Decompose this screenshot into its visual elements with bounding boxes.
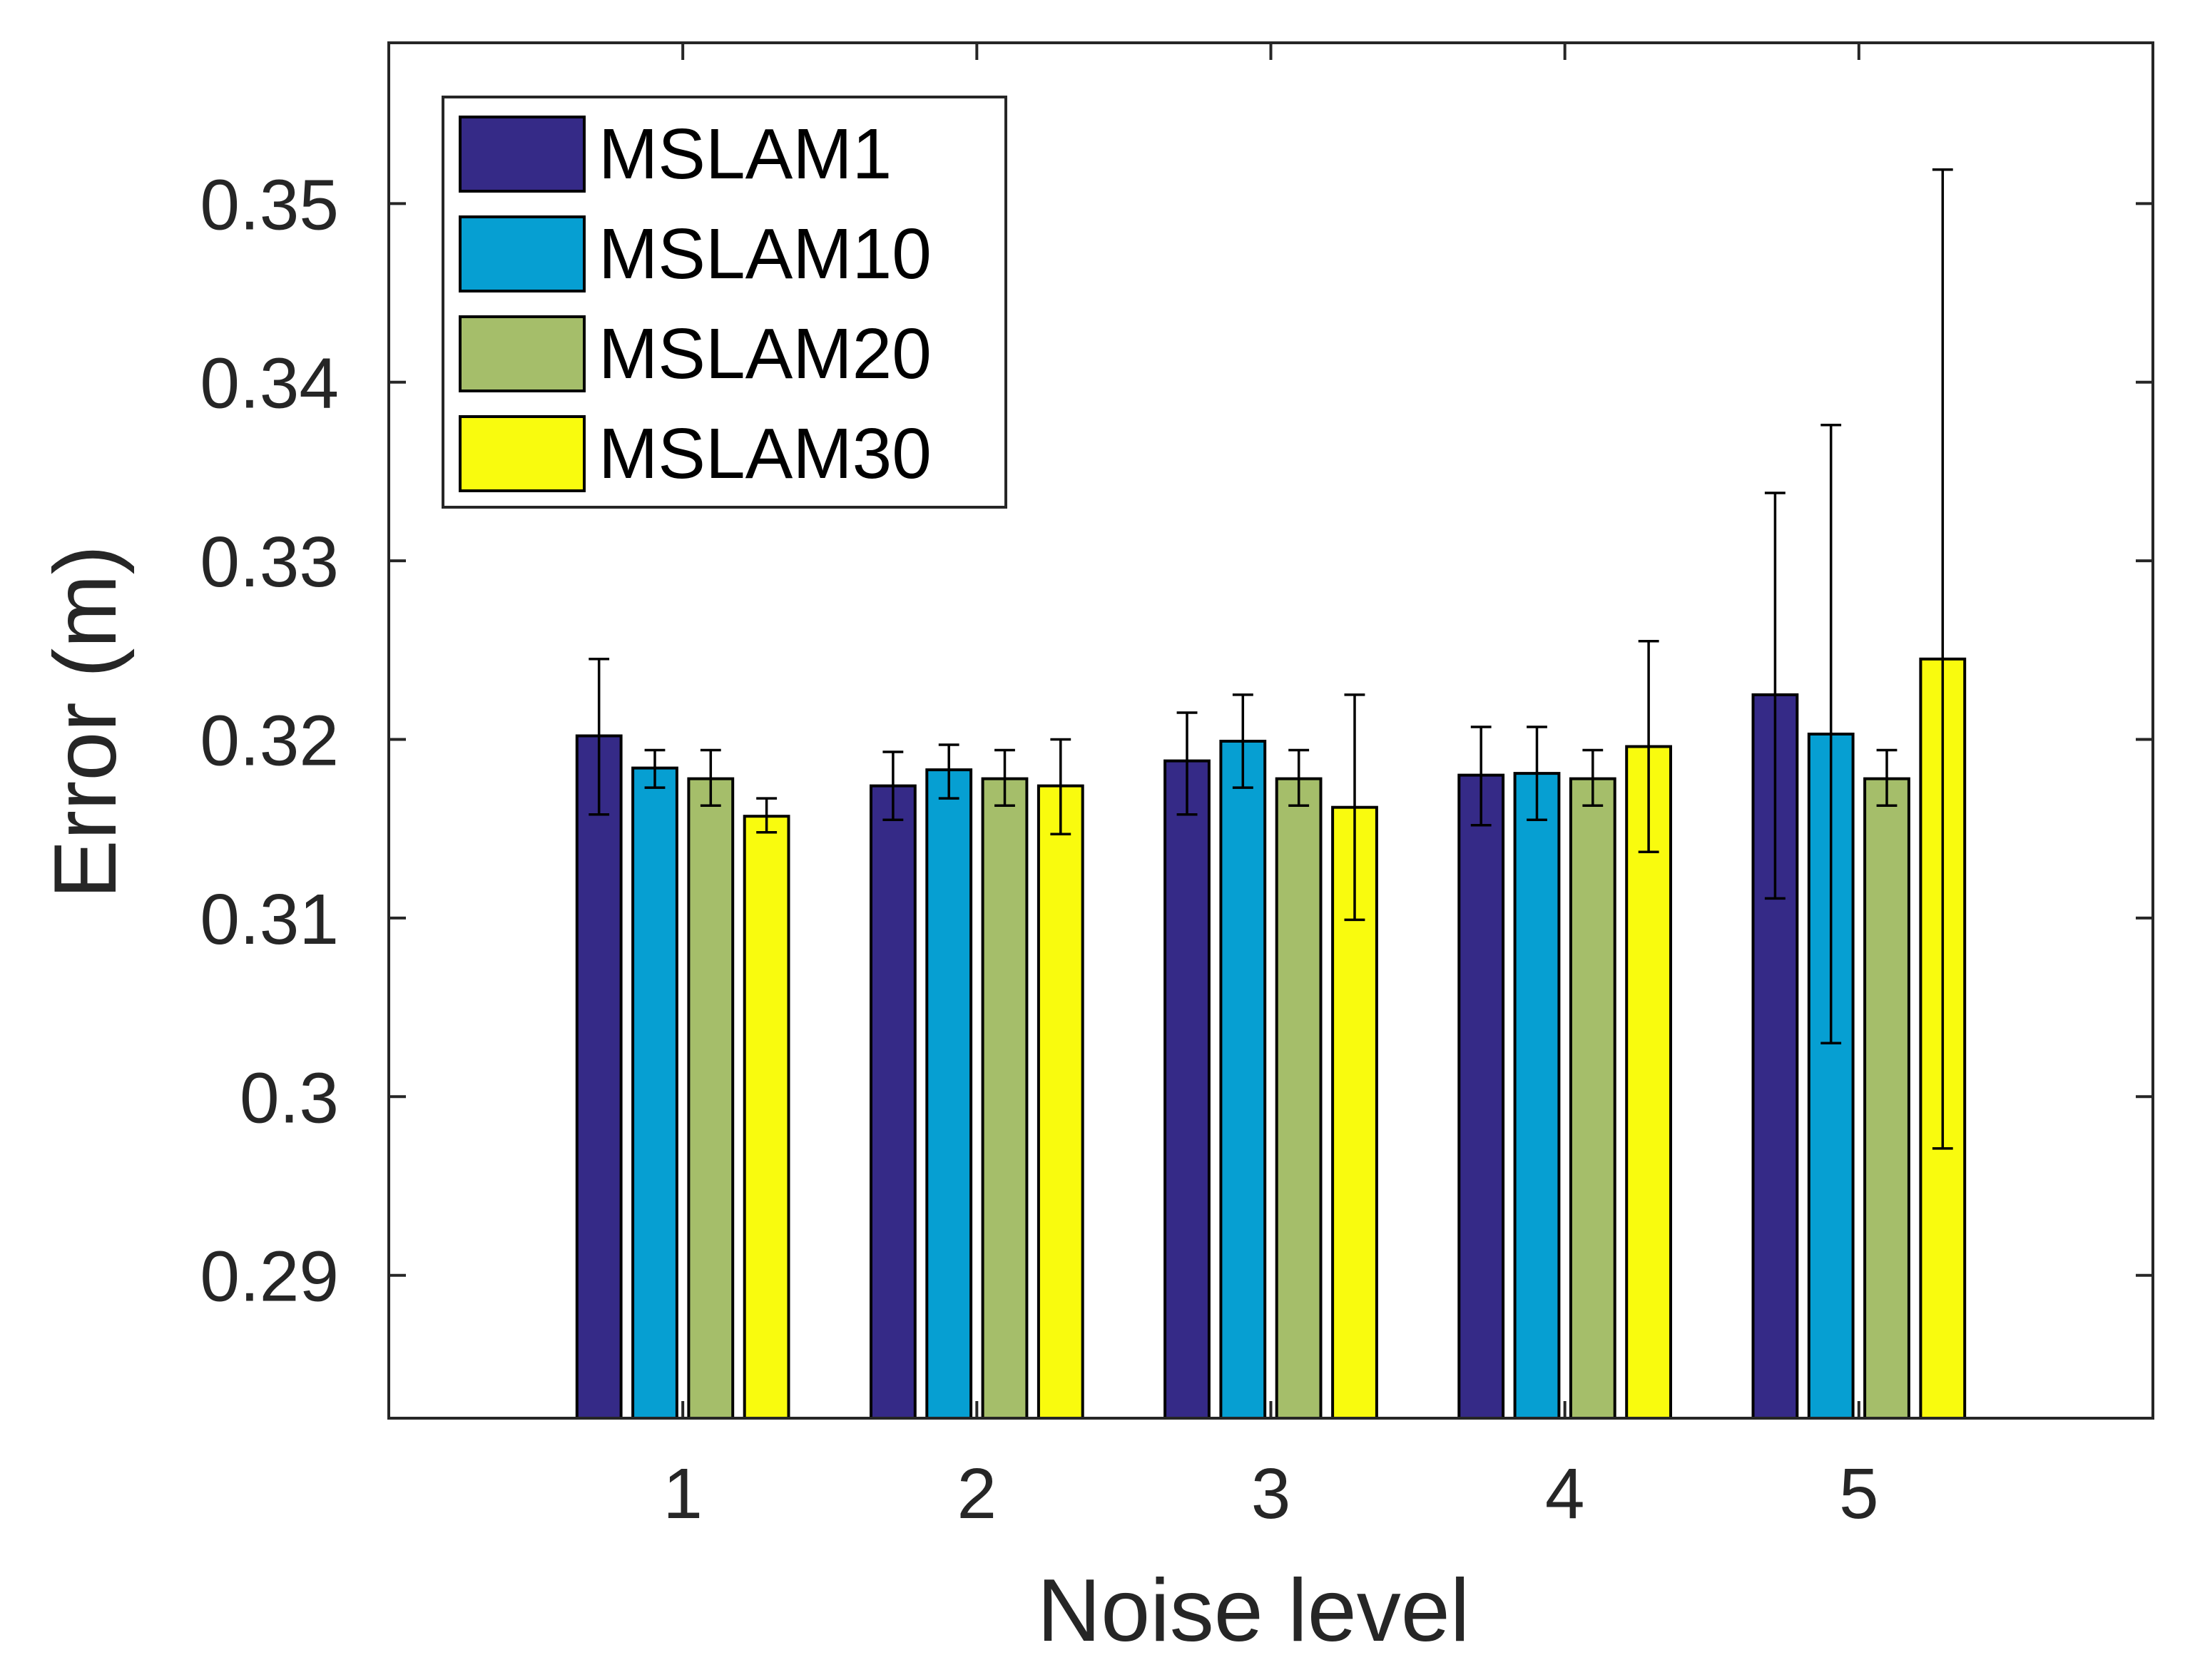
bar-mslam20-level-4 (1569, 777, 1616, 1420)
x-tick-label-4: 4 (1545, 1454, 1585, 1534)
error-bar-mslam1-level-3 (1176, 711, 1198, 816)
error-bar-mslam10-level-4 (1527, 726, 1547, 821)
bar-mslam10-level-4 (1513, 772, 1561, 1420)
bar-mslam30-level-2 (1037, 784, 1084, 1420)
error-bar-mslam20-level-3 (1288, 748, 1310, 807)
bar-mslam20-level-1 (687, 777, 735, 1420)
y-tick-label-0.31: 0.31 (200, 880, 339, 959)
error-bars-layer (589, 168, 1953, 1150)
x-tick-label-5: 5 (1839, 1454, 1879, 1534)
bar-mslam20-level-2 (981, 777, 1029, 1420)
error-bar-mslam20-level-5 (1876, 748, 1898, 807)
error-bar-mslam10-level-3 (1232, 693, 1253, 789)
y-tick-label-0.3: 0.3 (240, 1058, 339, 1138)
bar-mslam1-level-2 (870, 784, 917, 1420)
error-bar-mslam10-level-5 (1820, 424, 1842, 1044)
error-bar-mslam30-level-4 (1638, 640, 1659, 854)
plot-frame (387, 41, 2154, 1420)
error-bar-mslam10-level-2 (938, 743, 959, 800)
legend-swatch-mslam20 (459, 315, 586, 392)
y-tick-label-0.32: 0.32 (200, 701, 339, 781)
error-bar-mslam20-level-4 (1582, 748, 1604, 807)
bar-mslam30-level-1 (743, 815, 790, 1420)
legend-swatch-mslam10 (459, 215, 586, 292)
error-bar-mslam10-level-1 (644, 748, 666, 789)
error-bar-mslam20-level-2 (994, 748, 1015, 807)
error-bar-mslam30-level-2 (1050, 738, 1071, 835)
y-tick-label-0.29: 0.29 (200, 1237, 339, 1317)
bar-mslam1-level-3 (1163, 759, 1211, 1420)
error-bar-mslam1-level-1 (589, 658, 610, 816)
x-axis-label: Noise level (1037, 1562, 1470, 1660)
bar-mslam10-level-1 (631, 766, 678, 1420)
bar-mslam1-level-5 (1751, 693, 1799, 1420)
ticks-layer (389, 43, 2153, 1418)
y-tick-labels: 0.29 0.3 0.31 0.32 0.33 0.34 0.35 (200, 165, 339, 1316)
y-tick-label-0.35: 0.35 (200, 165, 339, 245)
legend-label-mslam20: MSLAM20 (599, 314, 932, 394)
error-bar-mslam1-level-2 (882, 750, 904, 821)
error-bar-mslam1-level-4 (1470, 726, 1492, 827)
x-tick-label-1: 1 (663, 1454, 703, 1534)
bar-mslam1-level-4 (1457, 773, 1505, 1420)
legend: MSLAM1 MSLAM10 MSLAM20 MSLAM30 (442, 96, 1007, 509)
bar-mslam30-level-4 (1625, 745, 1672, 1420)
error-bar-mslam30-level-5 (1932, 168, 1953, 1150)
bar-mslam20-level-5 (1863, 777, 1910, 1420)
x-tick-labels: 1 2 3 4 5 (663, 1454, 1878, 1534)
legend-items: MSLAM1 MSLAM10 MSLAM20 MSLAM30 (459, 114, 932, 494)
y-tick-label-0.34: 0.34 (200, 344, 339, 424)
legend-swatch-mslam30 (459, 415, 586, 492)
legend-label-mslam10: MSLAM10 (599, 214, 932, 294)
error-bar-mslam20-level-1 (700, 748, 721, 807)
legend-swatch-mslam1 (459, 116, 586, 193)
bar-mslam10-level-3 (1219, 740, 1267, 1420)
error-bar-mslam30-level-3 (1344, 693, 1365, 922)
y-tick-label-0.33: 0.33 (200, 522, 339, 602)
legend-label-mslam30: MSLAM30 (599, 414, 932, 494)
error-bar-mslam30-level-1 (756, 797, 778, 834)
x-tick-label-2: 2 (957, 1454, 997, 1534)
bar-mslam20-level-3 (1275, 777, 1323, 1420)
x-tick-label-3: 3 (1251, 1454, 1291, 1534)
bar-mslam1-level-1 (575, 734, 623, 1420)
y-axis-label: Error (m) (36, 545, 135, 899)
bar-mslam10-level-2 (925, 768, 973, 1420)
error-bar-mslam1-level-5 (1764, 492, 1786, 900)
legend-label-mslam1: MSLAM1 (599, 114, 892, 194)
